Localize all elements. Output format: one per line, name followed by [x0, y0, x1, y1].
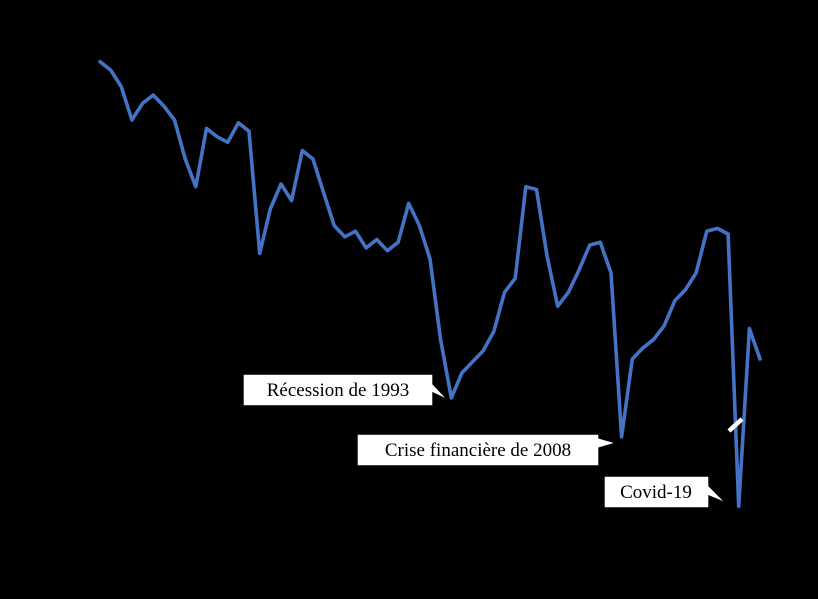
callout-label: Crise financière de 2008	[385, 440, 571, 461]
white-dash-marker	[727, 417, 744, 433]
callout-bubble-shape	[242, 373, 449, 407]
data-series-line	[98, 59, 762, 509]
callout-bubble-shape	[356, 433, 619, 467]
callout-bubble-shape	[603, 475, 727, 509]
callout-label: Covid-19	[620, 482, 692, 503]
callout-crise-2008: Crise financière de 2008	[356, 433, 619, 467]
callout-recession-1993: Récession de 1993	[242, 373, 449, 407]
callout-label: Récession de 1993	[267, 380, 409, 401]
callout-covid-19: Covid-19	[603, 475, 727, 509]
